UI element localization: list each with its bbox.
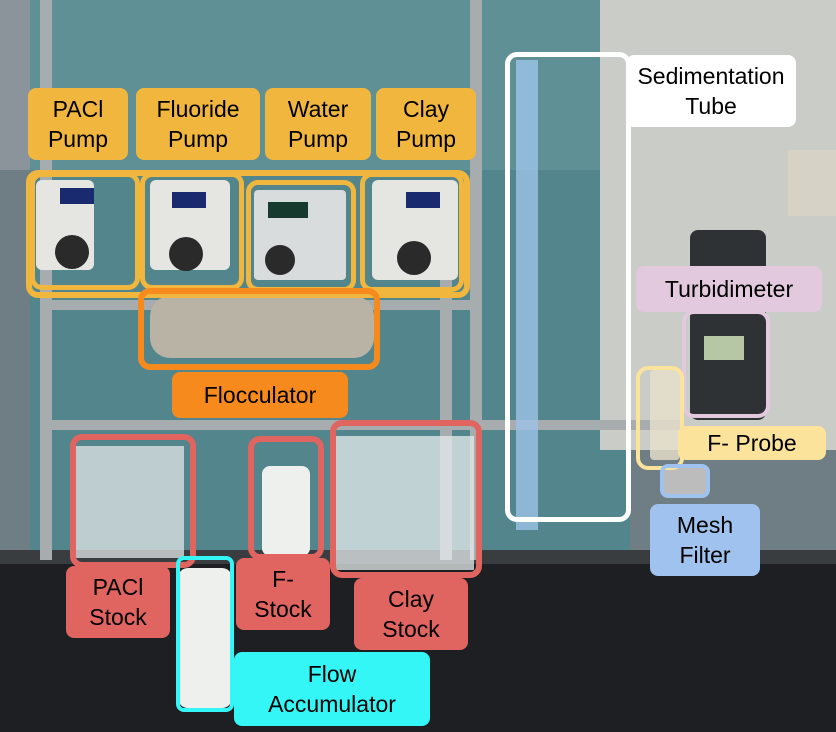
pacl-pump-outline bbox=[30, 172, 140, 290]
pacl-stock-label: PACl Stock bbox=[66, 566, 170, 638]
pump-array-outline bbox=[26, 170, 470, 298]
fluoride-pump-label: Fluoride Pump bbox=[136, 88, 260, 160]
fluoride-probe-outline bbox=[636, 366, 684, 470]
mesh-filter-outline bbox=[660, 464, 710, 498]
flow-accumulator-outline bbox=[176, 556, 234, 712]
clay-pump-outline bbox=[360, 172, 464, 292]
pacl-stock-outline bbox=[70, 434, 196, 568]
sedimentation-tube-label: Sedimentation Tube bbox=[626, 55, 796, 127]
clay-stock-outline bbox=[330, 420, 482, 578]
water-pump-label: Water Pump bbox=[265, 88, 371, 160]
turbidimeter-outline bbox=[682, 310, 770, 418]
fluoride-stock-outline bbox=[248, 436, 324, 560]
turbidimeter-label: Turbidimeter bbox=[636, 266, 822, 312]
pacl-pump-label: PACl Pump bbox=[28, 88, 128, 160]
clay-pump-label: Clay Pump bbox=[376, 88, 476, 160]
fluoride-probe-label: F- Probe bbox=[678, 426, 826, 460]
water-pump-outline bbox=[246, 180, 356, 292]
sedimentation-tube-outline bbox=[505, 52, 631, 522]
clay-stock-label: Clay Stock bbox=[354, 578, 468, 650]
flocculator-label: Flocculator bbox=[172, 372, 348, 418]
flocculator-outline bbox=[138, 288, 380, 370]
fluoride-stock-label: F- Stock bbox=[236, 558, 330, 630]
mesh-filter-label: Mesh Filter bbox=[650, 504, 760, 576]
flow-accumulator-label: Flow Accumulator bbox=[234, 652, 430, 726]
fluoride-pump-outline bbox=[140, 172, 244, 290]
